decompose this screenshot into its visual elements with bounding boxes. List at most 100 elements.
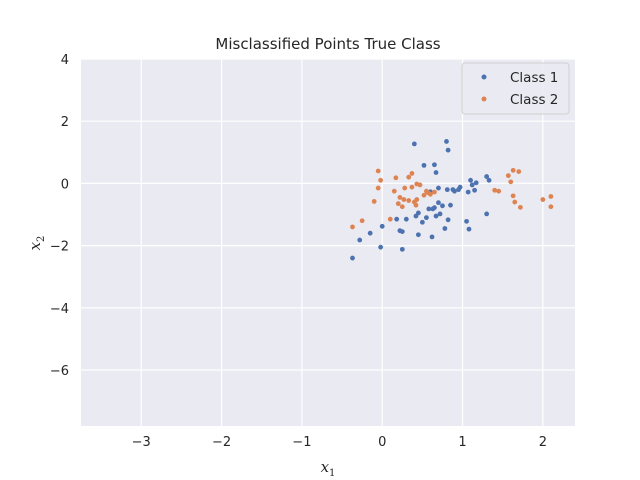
point-class-2 xyxy=(421,192,427,198)
point-class-2 xyxy=(496,188,502,194)
point-class-1 xyxy=(429,234,435,240)
y-tick-label: −6 xyxy=(50,364,69,379)
point-class-1 xyxy=(394,216,400,222)
legend-marker-class-2 xyxy=(481,96,487,102)
point-class-2 xyxy=(428,191,433,197)
point-class-2 xyxy=(492,187,498,193)
point-class-2 xyxy=(402,185,408,191)
y-tick-label: 0 xyxy=(61,177,69,192)
point-class-1 xyxy=(419,219,425,225)
point-class-1 xyxy=(436,200,441,206)
point-class-1 xyxy=(433,170,439,175)
point-class-1 xyxy=(442,226,448,231)
data-points xyxy=(350,139,554,261)
point-class-2 xyxy=(512,199,518,205)
point-class-2 xyxy=(375,185,381,191)
series-class-2 xyxy=(350,167,554,230)
y-tick-label: 4 xyxy=(61,53,69,68)
grid-lines xyxy=(81,58,575,426)
point-class-2 xyxy=(406,198,412,203)
point-class-2 xyxy=(406,174,412,180)
point-class-2 xyxy=(414,197,420,202)
point-class-1 xyxy=(444,187,450,193)
point-class-1 xyxy=(432,205,437,211)
x-axis-label: x1 xyxy=(321,458,336,479)
point-class-1 xyxy=(472,187,477,193)
legend-label-class-2: Class 2 xyxy=(510,92,558,108)
point-class-2 xyxy=(401,197,407,202)
point-class-1 xyxy=(379,223,385,229)
point-class-1 xyxy=(457,184,463,190)
point-class-1 xyxy=(437,211,443,217)
point-class-2 xyxy=(393,175,399,181)
point-class-2 xyxy=(505,173,511,179)
x-axis-ticks: −3 −2 −1 0 1 2 xyxy=(132,435,547,450)
point-class-1 xyxy=(357,237,363,243)
legend-box xyxy=(461,62,570,115)
point-class-2 xyxy=(517,204,523,210)
point-class-1 xyxy=(448,202,453,208)
point-class-1 xyxy=(403,216,409,222)
point-class-2 xyxy=(409,171,415,176)
point-class-1 xyxy=(445,147,451,153)
plot-area xyxy=(81,59,575,426)
point-class-1 xyxy=(399,229,405,235)
point-class-2 xyxy=(417,182,423,188)
point-class-1 xyxy=(415,232,421,238)
point-class-1 xyxy=(486,177,492,183)
point-class-2 xyxy=(350,224,355,230)
point-class-1 xyxy=(440,203,445,209)
point-class-1 xyxy=(421,162,427,168)
point-class-1 xyxy=(466,226,472,232)
y-tick-label: −4 xyxy=(50,302,69,317)
point-class-2 xyxy=(413,202,419,208)
point-class-2 xyxy=(540,197,546,202)
point-class-1 xyxy=(469,182,475,188)
point-class-1 xyxy=(350,255,355,261)
point-class-1 xyxy=(444,139,449,144)
point-class-1 xyxy=(423,215,429,221)
point-class-1 xyxy=(411,141,417,147)
point-class-1 xyxy=(426,206,432,212)
point-class-2 xyxy=(409,184,415,190)
point-class-2 xyxy=(397,195,403,200)
point-class-1 xyxy=(465,189,471,195)
legend-marker-class-1 xyxy=(481,74,487,80)
point-class-1 xyxy=(433,213,439,219)
point-class-2 xyxy=(432,189,437,195)
point-class-1 xyxy=(445,217,451,223)
chart-title: Misclassified Points True Class xyxy=(215,35,440,53)
point-class-1 xyxy=(378,244,384,250)
point-class-1 xyxy=(484,174,490,179)
point-class-1 xyxy=(452,188,457,194)
point-class-1 xyxy=(468,177,473,183)
point-class-2 xyxy=(378,177,384,183)
y-axis-ticks: 4 2 0 −2 −4 −6 xyxy=(50,53,69,379)
point-class-2 xyxy=(391,188,397,194)
series-class-1 xyxy=(350,139,492,261)
point-class-2 xyxy=(395,201,401,207)
point-class-1 xyxy=(436,185,441,191)
point-class-1 xyxy=(415,210,421,216)
point-class-2 xyxy=(387,216,393,222)
point-class-1 xyxy=(367,230,373,236)
point-class-2 xyxy=(371,199,377,204)
y-tick-label: −2 xyxy=(50,240,69,255)
point-class-2 xyxy=(548,204,554,210)
x-tick-label: −1 xyxy=(292,435,311,450)
point-class-2 xyxy=(510,167,516,173)
point-class-1 xyxy=(473,180,479,186)
point-class-2 xyxy=(548,194,554,199)
point-class-2 xyxy=(399,204,405,210)
point-class-1 xyxy=(484,211,490,217)
legend: Class 1 Class 2 xyxy=(461,62,570,115)
x-tick-label: 2 xyxy=(539,435,547,450)
x-tick-label: 1 xyxy=(458,435,466,450)
point-class-2 xyxy=(375,168,381,174)
legend-label-class-1: Class 1 xyxy=(510,70,558,86)
x-tick-label: −2 xyxy=(212,435,231,450)
x-tick-label: −3 xyxy=(132,435,151,450)
point-class-2 xyxy=(508,179,514,185)
y-axis-label: x2 xyxy=(26,236,47,251)
